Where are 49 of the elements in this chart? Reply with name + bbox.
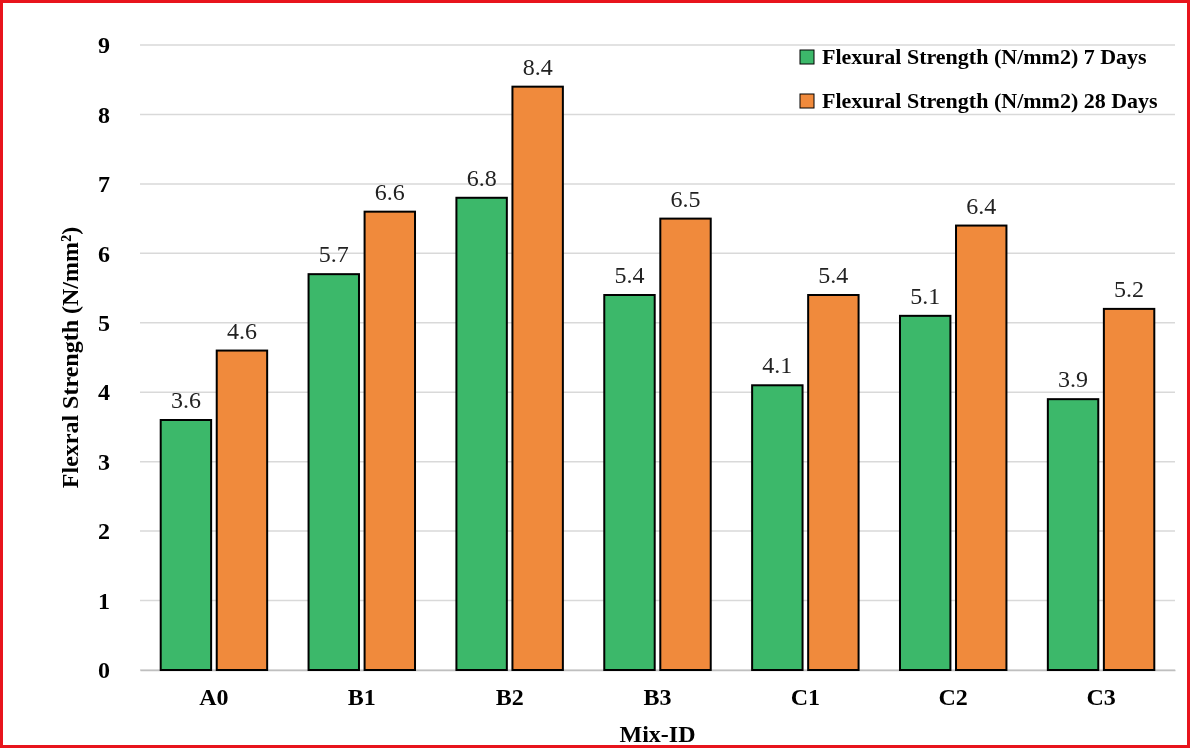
bar [215, 349, 269, 671]
data-label: 8.4 [522, 53, 553, 80]
bar [659, 217, 712, 671]
y-tick-label: 0 [98, 657, 110, 684]
bar [363, 210, 417, 671]
data-label: 4.1 [762, 352, 793, 379]
y-tick-label: 8 [98, 101, 110, 128]
data-label: 5.4 [818, 262, 849, 288]
x-tick-label: A0 [199, 684, 229, 711]
bar [307, 273, 360, 671]
bar [159, 419, 213, 671]
x-tick-label: B2 [495, 684, 524, 711]
data-label: 6.4 [966, 192, 997, 219]
x-tick-label: C1 [790, 684, 821, 711]
y-tick-label: 2 [98, 518, 110, 545]
bar [511, 85, 564, 671]
bar [751, 384, 804, 671]
y-axis-title: Flexral Strength (N/mm²) [57, 226, 83, 489]
legend-label: Flexural Strength (N/mm2) 7 Days [822, 44, 1148, 69]
bar [455, 196, 508, 671]
y-tick-label: 4 [98, 379, 110, 406]
data-label: 3.6 [170, 387, 201, 413]
data-label: 3.9 [1058, 366, 1089, 393]
legend-label: Flexural Strength (N/mm2) 28 Days [822, 88, 1159, 113]
bar [898, 314, 952, 671]
bar [1046, 398, 1100, 671]
y-tick-label: 1 [98, 587, 110, 614]
x-tick-label: C3 [1086, 684, 1116, 711]
y-tick-label: 3 [98, 448, 110, 475]
data-label: 5.2 [1114, 275, 1145, 302]
y-tick-label: 6 [98, 240, 110, 267]
bar [603, 294, 656, 671]
bar [955, 224, 1008, 671]
data-label: 4.6 [226, 317, 257, 344]
y-tick-label: 7 [98, 171, 110, 198]
bar [1102, 307, 1156, 671]
bar [807, 294, 860, 671]
y-tick-label: 5 [98, 309, 110, 336]
x-tick-label: B1 [347, 684, 376, 711]
data-label: 6.5 [670, 185, 701, 212]
data-label: 5.1 [910, 282, 941, 309]
x-axis-title: Mix-ID [619, 721, 696, 747]
data-label: 5.7 [318, 241, 349, 268]
x-tick-label: C2 [938, 684, 968, 711]
data-label: 6.6 [374, 178, 405, 205]
data-label: 5.4 [614, 262, 645, 288]
data-label: 6.8 [466, 164, 497, 191]
x-tick-label: B3 [643, 684, 672, 711]
y-tick-label: 9 [98, 32, 110, 59]
